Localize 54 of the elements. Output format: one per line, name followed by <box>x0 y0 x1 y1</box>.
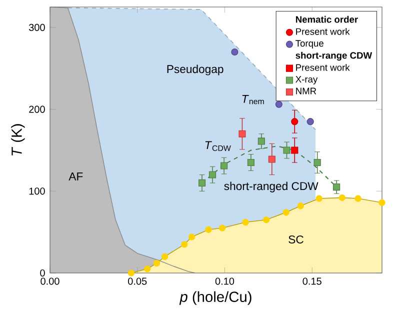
legend-label: X-ray <box>296 76 318 84</box>
annotation: short-ranged CDW <box>224 182 318 192</box>
point <box>282 209 290 216</box>
point <box>128 270 135 276</box>
point <box>181 241 188 248</box>
point <box>338 194 346 202</box>
point <box>220 162 228 170</box>
point <box>218 224 226 232</box>
point <box>316 195 322 202</box>
point <box>208 171 216 178</box>
point <box>262 216 270 224</box>
point <box>306 118 314 126</box>
annotation: AF <box>68 172 83 180</box>
y-tick-label: 0 <box>40 269 45 277</box>
point <box>144 266 151 272</box>
legend-title: Nematic order <box>296 16 358 23</box>
legend-label: Torque <box>296 40 324 48</box>
point <box>314 158 321 166</box>
point <box>378 199 386 206</box>
x-tick-label: 0.05 <box>128 278 147 285</box>
point <box>247 158 254 166</box>
point <box>238 130 246 138</box>
point <box>205 226 212 233</box>
y-axis-title: T (K) <box>11 124 25 156</box>
x-tick-label: 0.10 <box>215 278 234 285</box>
annotation: T$_{nem}$ <box>242 94 264 104</box>
legend-label: Present work <box>296 64 350 71</box>
point <box>354 195 362 202</box>
point <box>258 138 265 145</box>
point <box>242 218 249 226</box>
x-axis-title: p (hole/Cu) <box>179 291 252 305</box>
point <box>231 48 238 56</box>
annotation: Pseudogap <box>167 64 224 76</box>
point <box>283 146 290 154</box>
y-tick-label: 200 <box>29 106 45 113</box>
point <box>291 146 298 154</box>
point <box>268 156 276 163</box>
point <box>198 179 206 186</box>
y-tick-label: 100 <box>29 188 45 195</box>
point <box>161 253 168 260</box>
point <box>153 260 160 266</box>
y-tick-label: 300 <box>28 24 45 31</box>
annotation: short-range CDW <box>296 52 372 61</box>
point <box>297 202 304 210</box>
annotation: T$_{CDW}$ <box>205 141 231 151</box>
point <box>188 234 196 240</box>
x-tick-label: 0.15 <box>302 278 322 285</box>
annotation: SC <box>288 235 304 244</box>
point <box>275 100 282 108</box>
legend-label: NMR <box>296 88 316 94</box>
legend-label: Present work <box>296 28 350 35</box>
x-tick-label: 0.00 <box>40 278 60 285</box>
point <box>291 118 298 126</box>
point <box>333 184 340 191</box>
